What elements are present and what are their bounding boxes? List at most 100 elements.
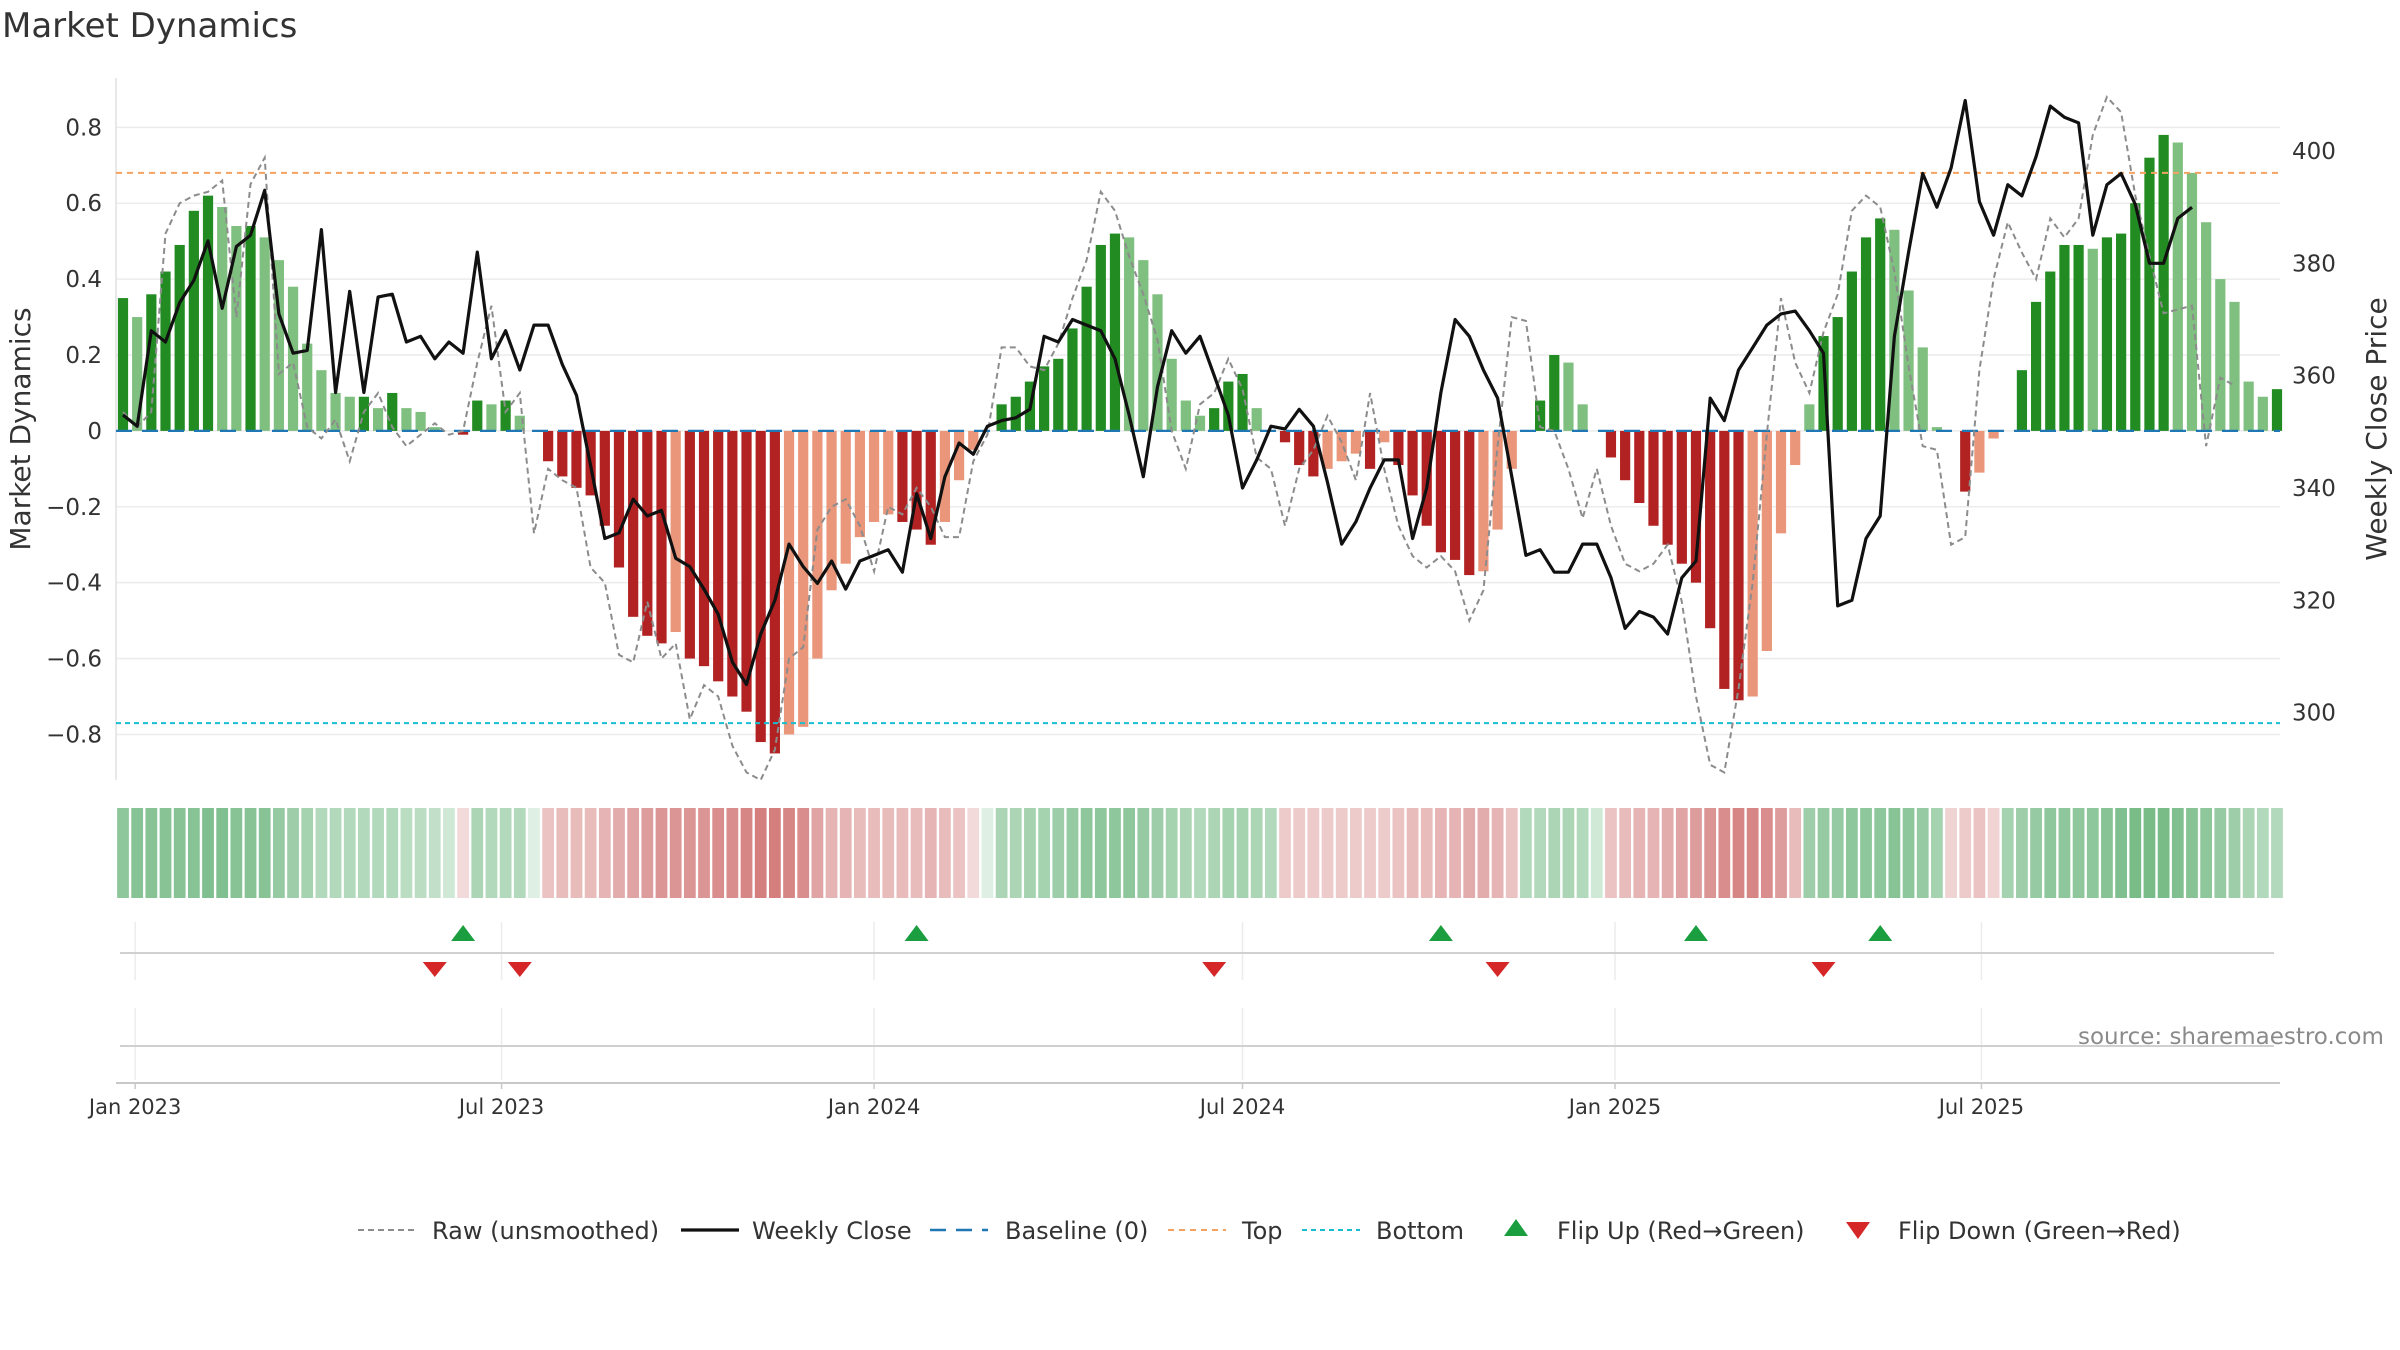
state-strip-cell [1279,808,1291,898]
bar [1336,430,1347,462]
state-strip-cell [2016,808,2028,898]
bar [1407,430,1418,496]
state-strip-cell [258,808,271,898]
state-strip-cell [2115,808,2128,898]
state-strip-cell [1803,808,1816,898]
state-strip-cell [825,808,838,898]
bar [259,237,270,431]
state-strip-cell [1775,808,1787,898]
bar [387,392,398,431]
flip-up-marker [1428,925,1453,941]
bar [727,430,738,697]
bar [996,404,1007,431]
bar [1988,430,1999,439]
bar [1605,430,1617,458]
flip-down-marker [1202,962,1227,977]
bar [2087,248,2098,431]
bar [2172,142,2183,431]
state-strip-cell [2242,808,2255,898]
bar [302,343,313,431]
state-strip-cell [995,808,1008,898]
bar [812,430,823,659]
state-strip-cell [1024,808,1036,898]
bar [670,430,681,633]
x-tick-label: Jul 2025 [1937,1095,2024,1119]
y2-tick-label: 340 [2292,476,2336,502]
y2-tick-label: 380 [2292,251,2336,277]
flip-up-marker [1868,925,1893,941]
bar [2215,279,2226,431]
state-strip-cell [2214,808,2227,898]
bar [1322,430,1333,469]
state-strip-cell [1392,808,1405,898]
bar [2186,172,2198,431]
bar [1492,430,1503,530]
bar [458,430,469,435]
bar [1081,286,1092,431]
bar [1237,373,1248,431]
state-strip-cell [2186,808,2198,898]
state-strip-cell [910,808,923,898]
legend-label: Flip Down (Green→Red) [1898,1217,2181,1245]
bar [217,207,228,431]
bar [1039,366,1050,431]
state-strip-cell [1505,808,1518,898]
bar [1974,430,1985,473]
state-strip-cell [2129,808,2142,898]
state-strip-cell [1066,808,1079,898]
state-strip-cell [202,808,214,898]
state-strip-cell [1704,808,1717,898]
state-strip-cell [1236,808,1249,898]
bar [1478,430,1489,572]
bar [571,430,582,488]
source-note: source: sharemaestro.com [2078,1024,2384,1050]
state-strip-cell [1562,808,1575,898]
page-title: Market Dynamics [2,6,298,46]
state-strip-cell [1860,808,1872,898]
state-strip-cell [868,808,880,898]
state-strip-cell [2072,808,2085,898]
state-strip-cell [159,808,172,898]
bar [472,400,483,431]
bar [2116,233,2127,431]
bar [1875,218,1886,431]
bar [1251,408,1262,431]
state-strip-cell [854,808,866,898]
bar [1549,355,1560,431]
state-strip-cell [2044,808,2057,898]
legend-flip-down-icon [1846,1222,1870,1239]
state-strip-cell [1321,808,1334,898]
state-strip-cell [1605,808,1617,898]
y-tick-label: 0 [87,419,102,445]
state-strip-cell [924,808,937,898]
state-strip-cell [2200,808,2213,898]
legend-label: Baseline (0) [1005,1217,1148,1245]
state-strip-cell [1760,808,1773,898]
bar [1535,400,1546,431]
state-strip-cell [1378,808,1391,898]
bar [1506,430,1517,469]
bar [713,430,724,682]
state-strip-cell [1222,808,1235,898]
x-tick-label: Jul 2023 [457,1095,544,1119]
flip-down-marker [1811,962,1836,977]
bar [2158,134,2169,431]
bar [1690,430,1702,583]
bar [2030,301,2042,431]
bar [1152,294,1163,431]
x-tick-label: Jan 2024 [826,1095,921,1119]
bar [514,415,525,431]
legend-label: Weekly Close [752,1217,912,1245]
state-strip-cell [896,808,909,898]
state-strip-cell [839,808,852,898]
state-strip-cell [1165,808,1178,898]
bar [642,430,653,636]
state-strip-cell [1307,808,1320,898]
state-strip-cell [939,808,951,898]
x-tick-label: Jan 2023 [87,1095,182,1119]
bar [883,430,894,515]
bar [415,411,426,431]
bar [543,430,554,462]
state-strip-cell [1817,808,1830,898]
state-strip-cell [1435,808,1447,898]
